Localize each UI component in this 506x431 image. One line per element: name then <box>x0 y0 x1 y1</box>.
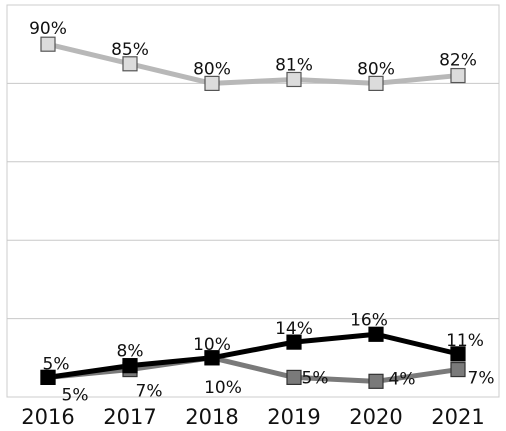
data-label: 80% <box>193 59 231 79</box>
data-label: 5% <box>43 354 70 374</box>
data-label: 5% <box>62 385 89 405</box>
x-tick-label: 2019 <box>267 405 320 429</box>
data-point <box>369 374 383 388</box>
data-label: 11% <box>446 331 484 351</box>
data-label: 90% <box>29 19 67 39</box>
data-label: 8% <box>117 342 144 362</box>
data-label: 7% <box>468 369 495 389</box>
data-label: 4% <box>389 369 416 389</box>
data-point <box>451 69 465 83</box>
data-label: 16% <box>350 310 388 330</box>
x-tick-label: 2016 <box>21 405 74 429</box>
plot-area <box>7 5 499 397</box>
data-label: 81% <box>275 55 313 75</box>
x-tick-label: 2021 <box>431 405 484 429</box>
data-label: 82% <box>439 51 477 71</box>
data-point <box>41 37 55 51</box>
data-point <box>451 363 465 377</box>
data-label: 10% <box>204 378 242 398</box>
x-tick-label: 2017 <box>103 405 156 429</box>
x-axis-ticks: 2016 2017 2018 2019 2020 2021 <box>21 405 484 429</box>
data-label: 5% <box>302 368 329 388</box>
data-label: 80% <box>357 59 395 79</box>
data-label: 7% <box>136 382 163 402</box>
x-tick-label: 2020 <box>349 405 402 429</box>
data-label: 14% <box>275 319 313 339</box>
x-tick-label: 2018 <box>185 405 238 429</box>
data-point <box>287 370 301 384</box>
data-label: 10% <box>193 335 231 355</box>
data-label: 85% <box>111 40 149 60</box>
